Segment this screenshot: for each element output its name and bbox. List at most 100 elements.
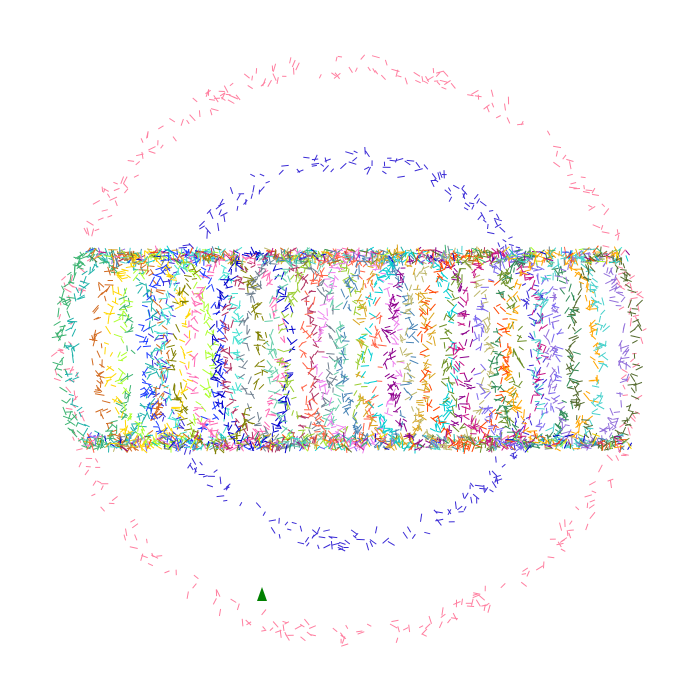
particle: [497, 242, 501, 247]
particle: [252, 286, 257, 292]
particle: [491, 385, 500, 388]
particle: [277, 399, 283, 404]
particle: [369, 253, 373, 262]
particle: [286, 404, 289, 411]
particle: [57, 373, 63, 379]
particle: [256, 365, 266, 368]
particle: [139, 437, 143, 445]
particle: [180, 431, 188, 434]
particle: [377, 366, 383, 368]
particle: [211, 404, 219, 410]
particle: [233, 336, 240, 345]
particle: [312, 344, 320, 348]
particle: [132, 268, 139, 271]
particle: [470, 425, 480, 430]
particle: [159, 370, 165, 378]
particle: [529, 420, 533, 426]
particle: [531, 279, 536, 290]
particle: [392, 332, 400, 341]
particle: [207, 378, 210, 388]
particle: [169, 117, 176, 123]
particle: [455, 398, 458, 408]
particle: [392, 392, 395, 401]
particle: [609, 299, 619, 303]
particle: [316, 287, 323, 295]
particle: [155, 370, 160, 378]
particle: [508, 394, 514, 398]
particle: [179, 360, 186, 365]
particle: [261, 315, 264, 321]
particle: [532, 348, 539, 354]
particle: [218, 608, 222, 617]
particle: [457, 301, 465, 308]
particle: [307, 433, 315, 437]
particle: [488, 280, 495, 283]
particle: [186, 372, 192, 375]
particle: [458, 323, 465, 326]
particle: [419, 353, 426, 357]
particle: [505, 312, 512, 316]
particle: [297, 169, 304, 173]
particle: [172, 136, 177, 142]
particle: [78, 461, 82, 468]
particle: [250, 278, 258, 283]
particle: [505, 376, 513, 382]
particle: [303, 279, 308, 286]
particle: [243, 73, 250, 79]
particle: [522, 567, 529, 572]
particle: [155, 266, 164, 271]
particle: [200, 415, 209, 420]
particle: [237, 428, 247, 433]
particle: [480, 316, 489, 323]
particle: [235, 94, 241, 101]
particle: [395, 637, 399, 643]
particle: [305, 426, 311, 429]
particle: [406, 362, 411, 372]
particle: [499, 275, 506, 282]
particle: [361, 301, 367, 308]
particle: [296, 282, 299, 290]
particle: [445, 364, 452, 372]
particle: [254, 428, 261, 435]
particle: [220, 346, 226, 351]
particle: [307, 304, 312, 311]
particle: [615, 455, 620, 461]
particle: [450, 82, 456, 89]
particle: [488, 427, 494, 430]
particle: [123, 534, 127, 541]
particle: [480, 211, 486, 220]
particle: [495, 292, 504, 295]
particle: [469, 482, 474, 488]
particle: [457, 282, 463, 292]
particle: [155, 334, 160, 340]
particle: [284, 287, 287, 296]
particle: [408, 624, 411, 633]
particle: [582, 447, 592, 449]
particle: [269, 397, 278, 402]
particle: [223, 499, 228, 502]
particle: [174, 409, 184, 413]
particle: [149, 365, 159, 371]
particle: [524, 269, 531, 272]
particle: [419, 311, 424, 317]
particle: [558, 416, 565, 422]
particle: [399, 346, 404, 356]
particle: [146, 352, 152, 358]
particle: [268, 271, 271, 277]
particle: [146, 131, 149, 138]
particle: [189, 449, 191, 455]
particle: [239, 501, 243, 507]
particle: [379, 413, 386, 421]
particle: [311, 534, 315, 539]
particle: [328, 419, 335, 426]
particle: [327, 362, 330, 370]
particle: [174, 304, 184, 310]
particle: [145, 402, 151, 411]
particle: [261, 345, 266, 349]
particle: [142, 301, 152, 303]
particle: [473, 193, 479, 200]
particle: [311, 398, 318, 405]
particle: [475, 317, 478, 324]
particle: [95, 370, 102, 379]
